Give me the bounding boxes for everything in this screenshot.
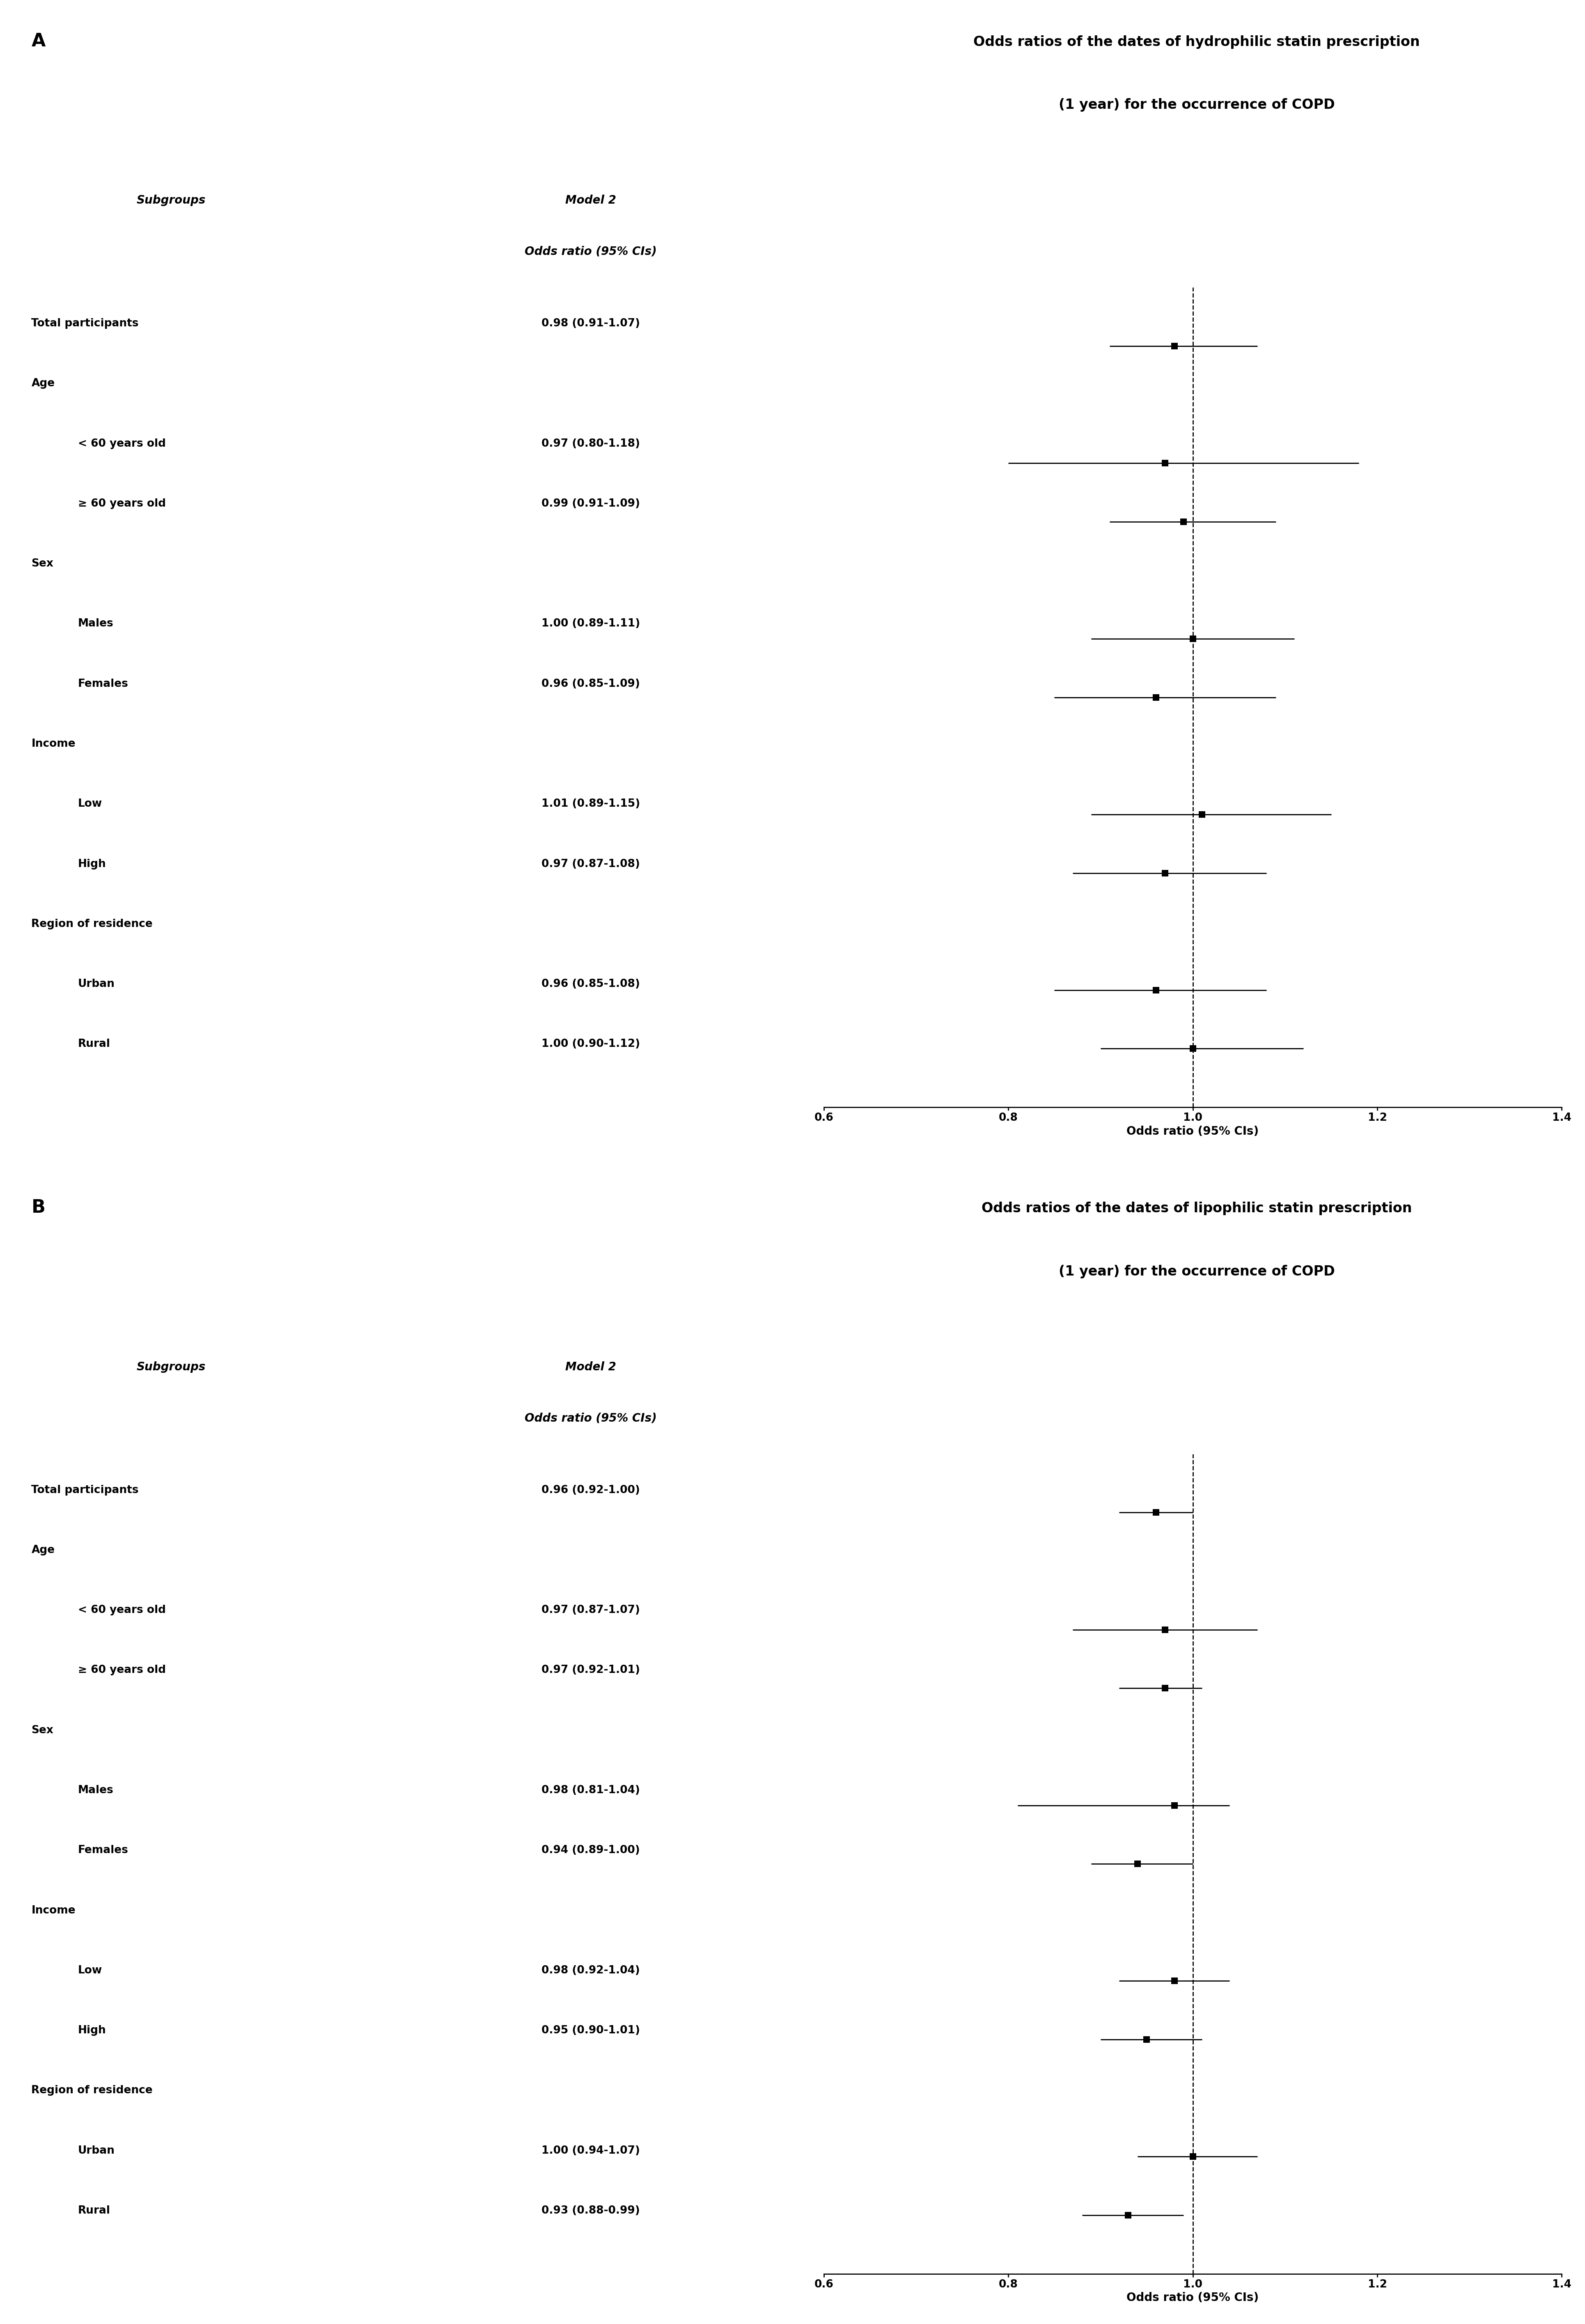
Text: Subgroups: Subgroups xyxy=(136,1362,206,1373)
Text: (1 year) for the occurrence of COPD: (1 year) for the occurrence of COPD xyxy=(1059,98,1335,112)
Text: Sex: Sex xyxy=(32,1724,54,1736)
Text: High: High xyxy=(78,2024,106,2036)
Text: 1.00 (0.90-1.12): 1.00 (0.90-1.12) xyxy=(542,1039,640,1050)
Text: High: High xyxy=(78,858,106,869)
Text: 0.94 (0.89-1.00): 0.94 (0.89-1.00) xyxy=(542,1845,640,1855)
Text: Odds ratios of the dates of hydrophilic statin prescription: Odds ratios of the dates of hydrophilic … xyxy=(973,35,1420,49)
Point xyxy=(1152,1669,1178,1706)
Point xyxy=(1143,679,1168,716)
Text: 1.00 (0.94-1.07): 1.00 (0.94-1.07) xyxy=(542,2145,640,2157)
Text: Age: Age xyxy=(32,1545,55,1555)
Text: Region of residence: Region of residence xyxy=(32,918,152,930)
Text: Urban: Urban xyxy=(78,2145,114,2157)
Point xyxy=(1162,328,1187,365)
Point xyxy=(1133,2022,1159,2059)
Text: 1.01 (0.89-1.15): 1.01 (0.89-1.15) xyxy=(540,799,640,809)
Text: Males: Males xyxy=(78,1785,114,1796)
Text: B: B xyxy=(32,1199,46,1215)
Text: Total participants: Total participants xyxy=(32,318,139,328)
Point xyxy=(1162,1961,1187,1999)
Point xyxy=(1143,971,1168,1009)
Text: Females: Females xyxy=(78,679,128,690)
Text: Age: Age xyxy=(32,379,55,388)
Text: Females: Females xyxy=(78,1845,128,1855)
Text: 0.96 (0.92-1.00): 0.96 (0.92-1.00) xyxy=(542,1485,640,1494)
Text: Sex: Sex xyxy=(32,558,54,569)
Text: Income: Income xyxy=(32,1906,76,1915)
Point xyxy=(1152,1611,1178,1648)
Point xyxy=(1179,1030,1205,1067)
X-axis label: Odds ratio (95% CIs): Odds ratio (95% CIs) xyxy=(1127,2291,1258,2303)
Text: 0.96 (0.85-1.08): 0.96 (0.85-1.08) xyxy=(542,978,640,990)
Point xyxy=(1179,2138,1205,2175)
Text: 0.97 (0.92-1.01): 0.97 (0.92-1.01) xyxy=(542,1664,640,1676)
Text: Low: Low xyxy=(78,1966,103,1975)
Text: Model 2: Model 2 xyxy=(566,195,617,207)
Text: Males: Males xyxy=(78,618,114,630)
X-axis label: Odds ratio (95% CIs): Odds ratio (95% CIs) xyxy=(1127,1125,1258,1136)
Text: 0.97 (0.87-1.07): 0.97 (0.87-1.07) xyxy=(542,1606,640,1615)
Text: Odds ratio (95% CIs): Odds ratio (95% CIs) xyxy=(525,246,656,258)
Text: 1.00 (0.89-1.11): 1.00 (0.89-1.11) xyxy=(540,618,640,630)
Text: Total participants: Total participants xyxy=(32,1485,139,1494)
Text: Odds ratios of the dates of lipophilic statin prescription: Odds ratios of the dates of lipophilic s… xyxy=(981,1202,1412,1215)
Text: Model 2: Model 2 xyxy=(566,1362,617,1373)
Text: 0.96 (0.85-1.09): 0.96 (0.85-1.09) xyxy=(542,679,640,690)
Point xyxy=(1152,444,1178,481)
Point xyxy=(1116,2196,1141,2233)
Text: Region of residence: Region of residence xyxy=(32,2085,152,2096)
Text: Rural: Rural xyxy=(78,2205,111,2217)
Text: ≥ 60 years old: ≥ 60 years old xyxy=(78,1664,166,1676)
Text: A: A xyxy=(32,33,46,49)
Point xyxy=(1162,1787,1187,1824)
Text: Subgroups: Subgroups xyxy=(136,195,206,207)
Text: ≥ 60 years old: ≥ 60 years old xyxy=(78,497,166,509)
Text: 0.93 (0.88-0.99): 0.93 (0.88-0.99) xyxy=(542,2205,640,2217)
Text: Low: Low xyxy=(78,799,103,809)
Text: Income: Income xyxy=(32,739,76,748)
Text: (1 year) for the occurrence of COPD: (1 year) for the occurrence of COPD xyxy=(1059,1264,1335,1278)
Point xyxy=(1179,621,1205,658)
Point xyxy=(1143,1494,1168,1532)
Point xyxy=(1189,795,1214,832)
Text: < 60 years old: < 60 years old xyxy=(78,1606,166,1615)
Text: 0.97 (0.87-1.08): 0.97 (0.87-1.08) xyxy=(542,858,640,869)
Point xyxy=(1171,502,1197,539)
Text: 0.98 (0.91-1.07): 0.98 (0.91-1.07) xyxy=(542,318,640,328)
Point xyxy=(1124,1845,1149,1882)
Text: Rural: Rural xyxy=(78,1039,111,1050)
Point xyxy=(1152,855,1178,892)
Text: Odds ratio (95% CIs): Odds ratio (95% CIs) xyxy=(525,1413,656,1425)
Text: Urban: Urban xyxy=(78,978,114,990)
Text: 0.98 (0.81-1.04): 0.98 (0.81-1.04) xyxy=(542,1785,640,1796)
Text: 0.99 (0.91-1.09): 0.99 (0.91-1.09) xyxy=(542,497,640,509)
Text: 0.95 (0.90-1.01): 0.95 (0.90-1.01) xyxy=(542,2024,640,2036)
Text: < 60 years old: < 60 years old xyxy=(78,439,166,449)
Text: 0.97 (0.80-1.18): 0.97 (0.80-1.18) xyxy=(542,439,640,449)
Text: 0.98 (0.92-1.04): 0.98 (0.92-1.04) xyxy=(542,1966,640,1975)
